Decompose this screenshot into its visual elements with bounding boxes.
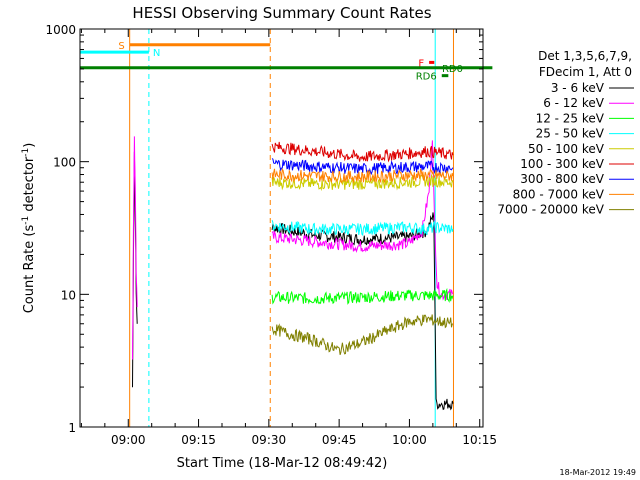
series-line-8-0 [271,314,454,355]
flag-label-s: S [118,41,124,52]
series-line-1-1 [271,140,454,301]
flag-label-rd6: RD6 [416,72,437,83]
y-tick-label-1: 10 [61,288,76,302]
series-7000-20000-keV [271,314,454,355]
flag-label-f: F [418,58,424,69]
series-line-1-0 [132,136,138,360]
y-tick-label-2: 100 [53,156,76,170]
x-tick-label-4: 10:00 [392,433,427,447]
legend-header-2: FDecim 1, Att 0 [539,65,632,79]
legend-label-8: 7000 - 20000 keV [497,203,604,217]
chart-title: HESSI Observing Summary Count Rates [132,4,431,22]
legend-label-2: 12 - 25 keV [536,111,605,125]
y-tick-label-0: 1 [68,421,76,435]
series-25-50-keV [271,220,454,237]
y-axis-label-sup2: -1 [21,148,31,157]
legend-label-0: 3 - 6 keV [551,81,605,95]
x-tick-label-0: 09:00 [111,433,146,447]
series-800-7000-keV [271,167,454,184]
series-300-800-keV [271,158,454,176]
series-line-5-0 [271,141,454,163]
legend-label-6: 300 - 800 keV [520,172,604,186]
y-axis-label: Count Rate (s-1 detector-1) [21,143,37,314]
flag-label-n: N [153,48,160,59]
flag-label-rd0: RD0 [442,64,463,75]
y-tick-label-3: 1000 [45,23,76,37]
series-line-6-0 [271,158,454,176]
series-100-300-keV [271,141,454,163]
series-line-7-0 [271,167,454,184]
plot-frame [79,28,484,428]
series-6-12-keV [132,136,454,360]
legend-label-1: 6 - 12 keV [543,96,605,110]
series-3-6-keV [132,151,454,411]
x-tick-label-1: 09:15 [181,433,216,447]
series-line-0-1 [271,212,454,411]
series-line-3-0 [271,220,454,237]
y-axis-label-main: Count Rate (s [22,225,37,314]
legend-header-1: Det 1,3,5,6,7,9, [538,49,632,63]
legend-label-3: 25 - 50 keV [536,127,605,141]
series-line-2-0 [271,287,454,305]
x-tick-label-3: 09:45 [322,433,357,447]
legend-label-5: 100 - 300 keV [520,157,604,171]
series-12-25-keV [271,287,454,305]
y-axis-label-sup1: -1 [21,216,31,225]
timestamp: 18-Mar-2012 19:49 [560,468,637,477]
legend-label-4: 50 - 100 keV [528,142,605,156]
legend-label-7: 800 - 7000 keV [513,187,605,201]
y-axis-label-mid: detector [22,156,37,216]
y-axis-label-end: ) [22,143,37,148]
x-tick-label-5: 10:15 [462,433,497,447]
x-axis-label: Start Time (18-Mar-12 08:49:42) [177,456,388,471]
x-tick-label-2: 09:30 [252,433,287,447]
